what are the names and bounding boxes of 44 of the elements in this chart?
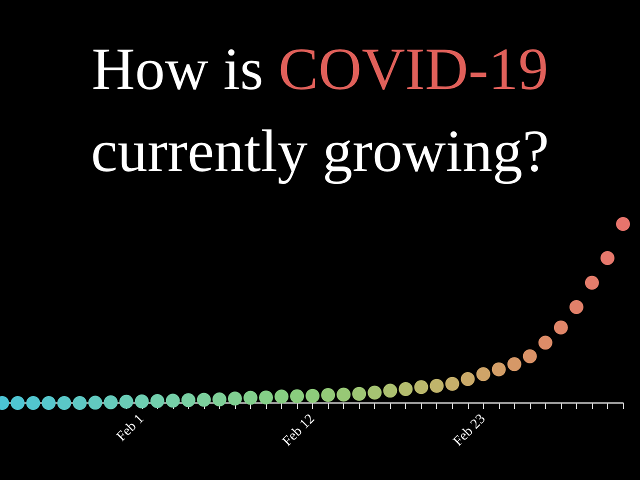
chart-title: How is COVID-19 currently growing? — [90, 36, 550, 184]
point — [134, 394, 149, 408]
point — [321, 388, 336, 402]
point — [460, 372, 475, 386]
point — [492, 362, 506, 376]
point — [522, 349, 537, 364]
point — [336, 388, 351, 402]
point — [507, 357, 522, 372]
point — [42, 396, 56, 410]
point — [430, 378, 444, 393]
point — [181, 393, 196, 408]
point — [243, 390, 258, 405]
x-tick-label: Feb 23 — [450, 412, 489, 450]
point — [368, 386, 382, 400]
point — [10, 396, 25, 410]
point — [104, 395, 118, 410]
point — [26, 396, 40, 410]
point — [554, 320, 568, 334]
point — [414, 380, 428, 394]
x-tick-label: Feb 12 — [280, 412, 318, 450]
point — [616, 217, 630, 231]
point — [383, 384, 398, 398]
point — [600, 251, 614, 266]
point — [569, 300, 584, 314]
point — [274, 390, 289, 404]
point — [445, 376, 460, 391]
point — [119, 394, 134, 409]
point — [150, 394, 164, 408]
point — [538, 336, 552, 350]
x-tick-label: Feb 1 — [114, 412, 148, 445]
point — [398, 382, 413, 396]
point — [196, 392, 211, 407]
point — [166, 394, 180, 408]
point — [352, 386, 366, 401]
point — [212, 392, 226, 406]
point — [584, 276, 599, 290]
point — [259, 390, 273, 404]
point — [228, 392, 242, 406]
point — [476, 367, 490, 382]
point — [290, 389, 304, 404]
point — [57, 396, 72, 410]
point — [72, 396, 87, 410]
point — [88, 396, 102, 410]
point — [306, 388, 320, 403]
